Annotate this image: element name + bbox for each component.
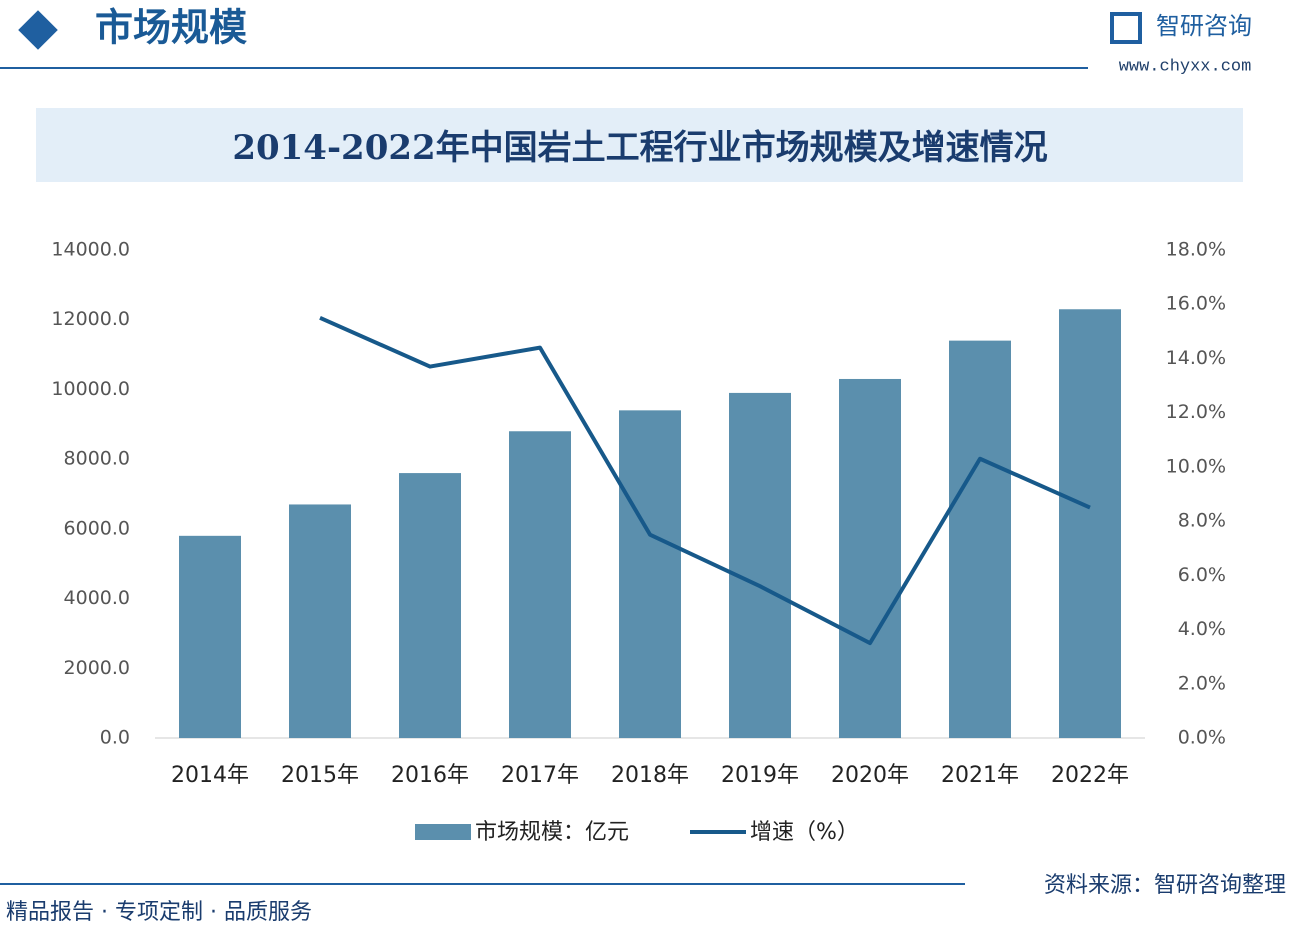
legend-label: 市场规模：亿元 — [475, 820, 629, 845]
title-box — [36, 108, 1243, 182]
y2-tick-label: 6.0% — [1178, 564, 1226, 586]
y-tick-label: 10000.0 — [51, 378, 130, 400]
x-tick-label: 2019年 — [721, 763, 799, 788]
y-tick-label: 8000.0 — [64, 448, 130, 470]
header-title: 市场规模 — [95, 6, 247, 50]
y2-tick-label: 18.0% — [1166, 239, 1226, 261]
y2-tick-label: 4.0% — [1178, 618, 1226, 640]
bar — [839, 378, 901, 738]
chart-title: 2014-2022年中国岩土工程行业市场规模及增速情况 — [232, 128, 1047, 168]
legend-label: 增速（%） — [750, 820, 859, 845]
y2-tick-label: 0.0% — [1178, 727, 1226, 749]
bar — [289, 504, 351, 738]
x-tick-label: 2021年 — [941, 763, 1019, 788]
y2-tick-label: 2.0% — [1178, 672, 1226, 694]
x-tick-label: 2016年 — [391, 763, 469, 788]
bar — [509, 431, 571, 738]
bar — [619, 410, 681, 738]
footer-slogan: 精品报告 · 专项定制 · 品质服务 — [6, 900, 312, 925]
legend-key — [415, 824, 471, 840]
y-tick-label: 14000.0 — [51, 239, 130, 261]
line — [319, 315, 1091, 646]
x-tick-label: 2018年 — [611, 763, 689, 788]
x-tick-label: 2022年 — [1051, 763, 1129, 788]
brand-logo — [1110, 12, 1142, 44]
plot: 0.0 2000.0 4000.0 6000.0 8000.0 10000.0 12000.… — [51, 239, 1226, 846]
bar — [399, 473, 461, 738]
bar — [729, 392, 791, 738]
x-tick-label: 2015年 — [281, 763, 359, 788]
website: www.chyxx.com — [1119, 57, 1252, 76]
y-tick-label: 0.0 — [100, 727, 130, 749]
brand-name: 智研咨询 — [1156, 12, 1252, 40]
y2-tick-label: 8.0% — [1178, 510, 1226, 532]
y-tick-label: 12000.0 — [51, 308, 130, 330]
y2-tick-label: 14.0% — [1166, 347, 1226, 369]
header-icon — [18, 10, 58, 50]
source-note: 资料来源：智研咨询整理 — [1044, 873, 1286, 898]
x-tick-label: 2017年 — [501, 763, 579, 788]
y2-tick-label: 12.0% — [1166, 401, 1226, 423]
y-tick-label: 4000.0 — [64, 587, 130, 609]
x-tick-label: 2020年 — [831, 763, 909, 788]
x-tick-label: 2014年 — [171, 763, 249, 788]
y-tick-label: 6000.0 — [64, 517, 130, 539]
y-tick-label: 2000.0 — [64, 657, 130, 679]
bar — [1059, 309, 1121, 738]
y2-tick-label: 16.0% — [1166, 293, 1226, 315]
y2-tick-label: 10.0% — [1166, 455, 1226, 477]
bar — [179, 535, 241, 738]
bar — [949, 340, 1011, 738]
